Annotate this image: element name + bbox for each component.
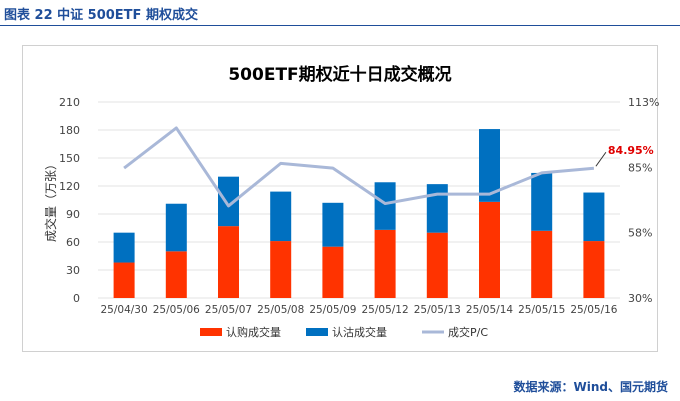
legend-swatch bbox=[200, 328, 222, 336]
bar-call bbox=[322, 246, 344, 298]
figure-title: 图表 22 中证 500ETF 期权成交 bbox=[4, 8, 198, 23]
y-tick-label: 90 bbox=[66, 208, 80, 221]
right-axis: 30% 58% 85% 113% bbox=[628, 96, 659, 305]
x-tick-label: 25/05/08 bbox=[257, 304, 304, 316]
bar-put bbox=[479, 129, 500, 202]
bar-put bbox=[270, 191, 292, 242]
y2-tick-label: 85% bbox=[628, 161, 652, 174]
x-tick-label: 25/05/15 bbox=[518, 304, 565, 316]
x-tick-label: 25/05/06 bbox=[153, 304, 200, 316]
bar-call bbox=[270, 241, 292, 298]
y-tick-label: 0 bbox=[73, 292, 80, 305]
title-divider bbox=[0, 25, 680, 26]
x-tick-label: 25/05/14 bbox=[466, 304, 513, 316]
y2-tick-label: 58% bbox=[628, 227, 652, 240]
x-tick-label: 25/05/09 bbox=[309, 304, 356, 316]
line-series bbox=[123, 126, 595, 208]
x-axis: 25/04/30 25/05/06 25/05/07 25/05/08 25/05/09… bbox=[101, 304, 618, 316]
bar-call bbox=[583, 241, 605, 298]
x-tick-label: 25/05/12 bbox=[362, 304, 409, 316]
bar-call bbox=[479, 201, 500, 298]
y-tick-label: 60 bbox=[66, 236, 80, 249]
annotation-label: 84.95% bbox=[608, 144, 654, 157]
x-tick-label: 25/05/07 bbox=[205, 304, 252, 316]
y2-tick-label: 113% bbox=[628, 96, 659, 109]
x-tick-label: 25/05/13 bbox=[414, 304, 461, 316]
bar-put bbox=[426, 184, 448, 233]
y-tick-label: 150 bbox=[59, 152, 80, 165]
y-tick-label: 180 bbox=[59, 124, 80, 137]
bar-call bbox=[218, 226, 239, 298]
bar-call bbox=[426, 232, 448, 298]
bar-put bbox=[218, 176, 239, 227]
y-axis-label: 成交量（万张） bbox=[43, 158, 58, 242]
bar-put bbox=[374, 182, 396, 230]
legend-label: 成交P/C bbox=[448, 325, 488, 339]
left-axis: 0 30 60 90 120 150 180 210 bbox=[59, 96, 80, 305]
y-tick-label: 30 bbox=[66, 264, 80, 277]
bar-call bbox=[374, 229, 396, 298]
bar-put bbox=[322, 202, 344, 247]
bar-call bbox=[531, 230, 553, 298]
legend-label: 认沽成交量 bbox=[332, 325, 387, 339]
legend: 认购成交量 认沽成交量 成交P/C bbox=[200, 325, 488, 339]
source-note: 数据来源：Wind、国元期货 bbox=[513, 380, 668, 394]
bar-call bbox=[165, 251, 187, 298]
legend-label: 认购成交量 bbox=[226, 325, 281, 339]
annotation-leader bbox=[595, 151, 607, 167]
bar-series bbox=[113, 129, 605, 298]
annotation: 84.95% bbox=[595, 144, 654, 167]
y-tick-label: 120 bbox=[59, 180, 80, 193]
x-tick-label: 25/04/30 bbox=[101, 304, 148, 316]
legend-swatch bbox=[306, 328, 328, 336]
bar-put bbox=[583, 192, 605, 242]
bar-put bbox=[165, 203, 187, 252]
bar-put bbox=[113, 232, 135, 263]
chart-title: 500ETF期权近十日成交概况 bbox=[228, 64, 451, 85]
x-tick-label: 25/05/16 bbox=[570, 304, 617, 316]
bar-put bbox=[531, 172, 553, 231]
pc-ratio-line bbox=[123, 126, 595, 208]
bar-call bbox=[113, 262, 135, 298]
y-tick-label: 210 bbox=[59, 96, 80, 109]
y2-tick-label: 30% bbox=[628, 292, 652, 305]
